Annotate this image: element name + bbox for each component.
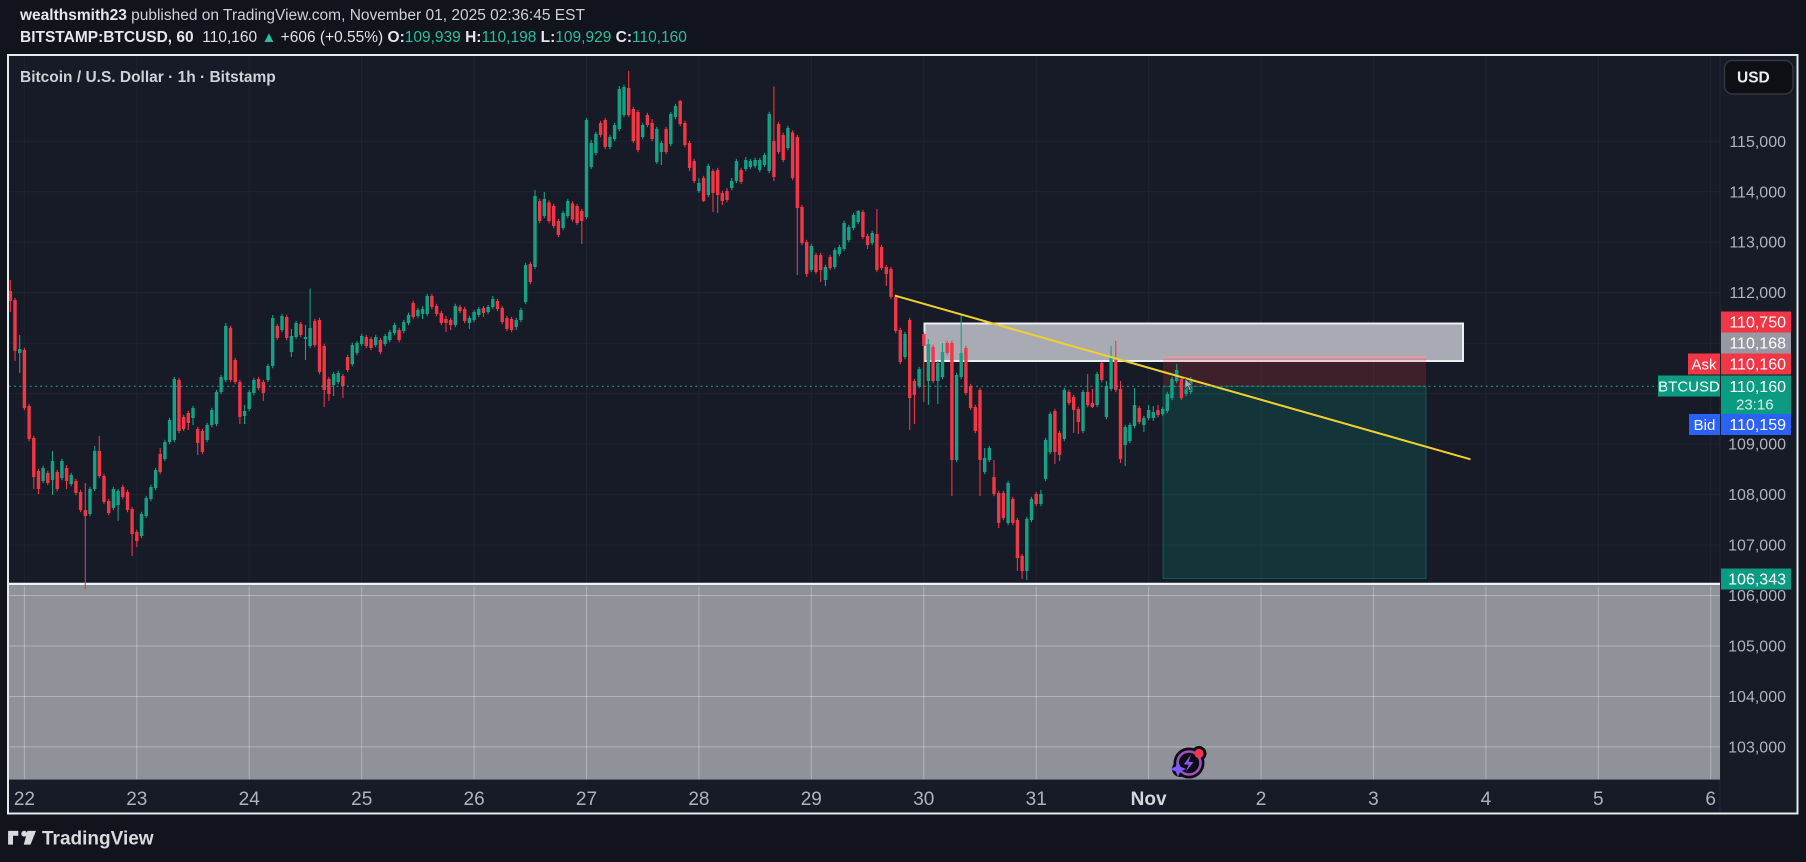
svg-text:110,159: 110,159 [1729, 417, 1786, 434]
svg-text:103,000: 103,000 [1728, 739, 1786, 756]
svg-text:109,000: 109,000 [1728, 437, 1786, 454]
svg-text:6: 6 [1705, 789, 1716, 810]
svg-text:28: 28 [688, 789, 709, 810]
svg-text:105,000: 105,000 [1728, 639, 1786, 656]
svg-text:23: 23 [126, 789, 147, 810]
svg-text:Nov: Nov [1131, 789, 1167, 810]
svg-text:31: 31 [1026, 789, 1047, 810]
svg-text:26: 26 [464, 789, 485, 810]
svg-text:114,000: 114,000 [1729, 184, 1786, 201]
svg-text:110,750: 110,750 [1729, 315, 1786, 332]
svg-text:2: 2 [1256, 789, 1267, 810]
svg-text:24: 24 [239, 789, 261, 810]
svg-text:104,000: 104,000 [1728, 689, 1786, 706]
svg-text:112,000: 112,000 [1729, 285, 1786, 302]
svg-text:115,000: 115,000 [1729, 134, 1786, 151]
svg-text:110,160: 110,160 [1729, 379, 1786, 396]
svg-text:106,000: 106,000 [1728, 588, 1786, 605]
svg-text:4: 4 [1481, 789, 1492, 810]
svg-text:22: 22 [14, 789, 35, 810]
svg-text:108,000: 108,000 [1728, 487, 1786, 504]
svg-text:113,000: 113,000 [1729, 235, 1786, 252]
svg-text:Ask: Ask [1691, 357, 1717, 374]
svg-text:25: 25 [351, 789, 372, 810]
svg-text:110,160: 110,160 [1729, 357, 1786, 374]
svg-text:27: 27 [576, 789, 597, 810]
svg-text:110,168: 110,168 [1729, 336, 1786, 353]
svg-text:Bid: Bid [1694, 417, 1716, 434]
svg-text:107,000: 107,000 [1728, 538, 1786, 555]
svg-text:USD: USD [1737, 70, 1770, 87]
svg-text:29: 29 [801, 789, 822, 810]
svg-text:23:16: 23:16 [1736, 397, 1774, 414]
svg-text:30: 30 [913, 789, 934, 810]
svg-text:3: 3 [1368, 789, 1379, 810]
svg-text:TradingView: TradingView [42, 829, 154, 850]
svg-text:106,343: 106,343 [1728, 572, 1786, 589]
svg-text:5: 5 [1593, 789, 1604, 810]
svg-text:BTCUSD: BTCUSD [1658, 379, 1720, 396]
svg-text:Bitcoin / U.S. Dollar · 1h · B: Bitcoin / U.S. Dollar · 1h · Bitstamp [20, 69, 276, 86]
